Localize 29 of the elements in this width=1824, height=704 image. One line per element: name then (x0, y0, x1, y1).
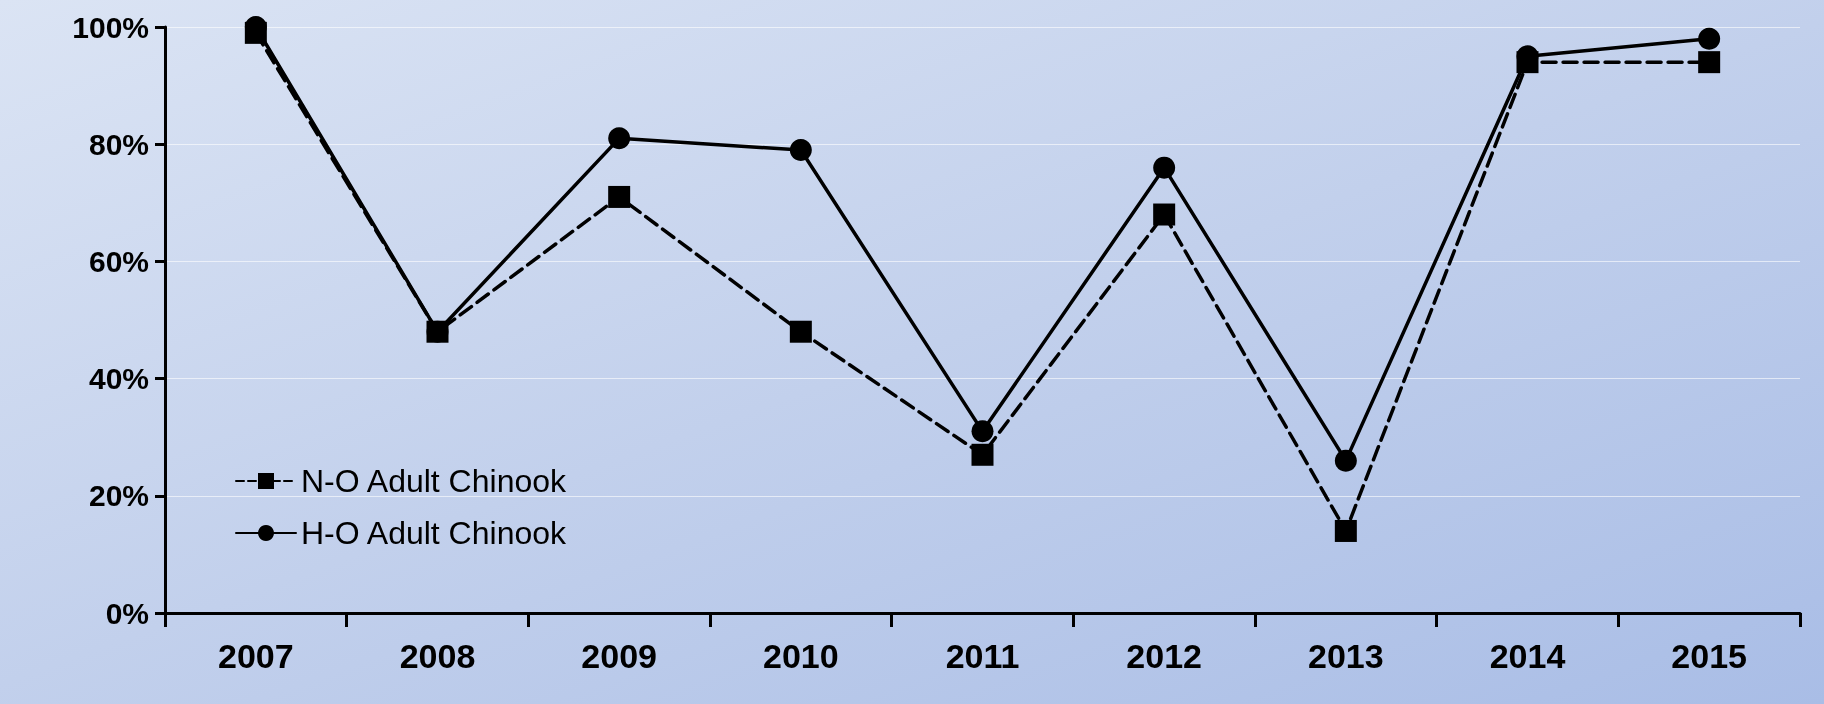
y-tick-label: 80% (88, 127, 149, 161)
point (1334, 449, 1357, 472)
point (1334, 519, 1357, 542)
y-tick-label: 0% (105, 596, 149, 630)
legend-label: H-O Adult Chinook (301, 515, 568, 551)
x-tick-label: 2010 (763, 637, 839, 675)
x-tick-label: 2015 (1671, 637, 1747, 675)
point (1153, 203, 1176, 226)
x-tick-label: 2012 (1126, 637, 1202, 675)
y-tick-label: 100% (72, 10, 149, 44)
y-tick-label: 20% (88, 479, 149, 513)
y-tick-label: 40% (88, 362, 149, 396)
x-tick-label: 2008 (399, 637, 476, 675)
point (1698, 51, 1721, 74)
x-tick-label: 2014 (1489, 637, 1566, 675)
point (789, 139, 812, 162)
x-tick-label: 2011 (945, 637, 1020, 675)
point (971, 443, 994, 466)
point (608, 185, 631, 208)
x-tick-label: 2009 (581, 637, 657, 675)
x-tick-label: 2013 (1308, 637, 1384, 675)
x-tick-label: 2007 (218, 637, 294, 675)
point (1698, 27, 1721, 50)
y-tick-label: 60% (88, 244, 149, 278)
point (1153, 156, 1176, 179)
point (971, 420, 994, 443)
point (608, 127, 631, 150)
legend-label: N-O Adult Chinook (301, 463, 568, 499)
point (789, 320, 812, 343)
